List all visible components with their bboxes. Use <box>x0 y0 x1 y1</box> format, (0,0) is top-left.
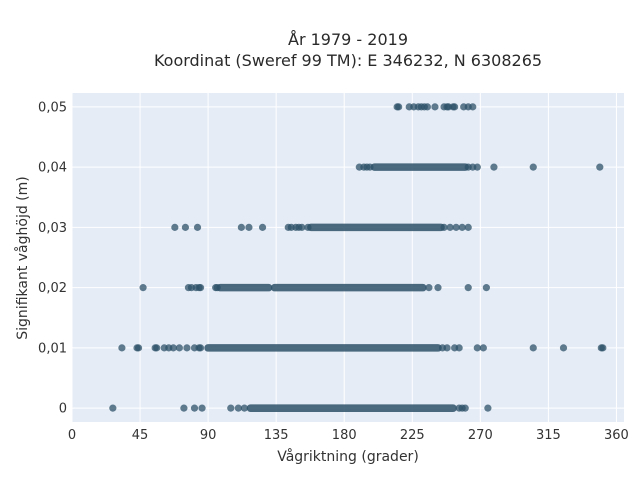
data-point <box>258 223 267 231</box>
data-point <box>240 404 249 412</box>
data-point <box>395 103 403 111</box>
data-point <box>529 344 537 352</box>
data-point <box>443 344 451 352</box>
y-tick-label: 0 <box>59 402 67 417</box>
x-tick-label: 180 <box>332 428 357 443</box>
data-point <box>469 103 477 111</box>
y-tick-label: 0,04 <box>38 161 67 176</box>
data-point <box>169 344 177 352</box>
data-point <box>451 103 459 111</box>
data-point <box>464 223 472 231</box>
y-tick-labels: 0 0,01 0,02 0,03 0,04 0,05 <box>38 100 67 416</box>
data-point <box>473 344 481 352</box>
data-point <box>196 344 205 352</box>
data-point <box>484 404 492 412</box>
data-point <box>139 284 147 292</box>
plot-area <box>72 93 624 422</box>
data-point <box>298 223 306 231</box>
data-point <box>455 344 463 352</box>
y-tick-label: 0,01 <box>38 341 67 356</box>
data-point <box>464 284 472 292</box>
data-point <box>196 284 205 292</box>
data-point <box>425 284 433 292</box>
data-point <box>431 103 439 111</box>
chart-title: År 1979 - 2019 <box>288 30 408 49</box>
x-tick-label: 90 <box>200 428 217 443</box>
data-point <box>446 223 454 231</box>
data-point <box>237 223 245 231</box>
data-point <box>153 344 161 352</box>
data-point <box>245 223 253 231</box>
data-point <box>529 163 537 171</box>
x-tick-label: 0 <box>68 428 76 443</box>
data-point <box>461 404 469 412</box>
data-point <box>366 163 374 171</box>
data-point <box>559 344 568 352</box>
data-point <box>180 404 188 412</box>
data-point <box>171 223 179 231</box>
y-tick-label: 0,03 <box>38 221 67 236</box>
data-point <box>423 103 431 111</box>
data-point <box>473 163 481 171</box>
x-tick-label: 135 <box>264 428 289 443</box>
data-point <box>234 404 242 412</box>
data-point <box>434 284 442 292</box>
x-tick-labels: 0 45 90 135 180 225 270 315 360 <box>68 428 629 443</box>
chart-subtitle: Koordinat (Sweref 99 TM): E 346232, N 63… <box>154 51 542 70</box>
data-point <box>118 344 126 352</box>
y-tick-label: 0,02 <box>38 281 67 296</box>
data-point <box>596 163 604 171</box>
data-point <box>479 344 487 352</box>
x-tick-label: 360 <box>604 428 629 443</box>
data-point <box>175 344 183 352</box>
x-axis-label: Vågriktning (grader) <box>277 448 419 465</box>
data-point <box>599 344 607 352</box>
data-point <box>452 223 460 231</box>
y-axis-label: Signifikant våghöjd (m) <box>14 176 31 339</box>
data-point <box>482 284 490 292</box>
x-tick-label: 270 <box>468 428 493 443</box>
data-point <box>198 404 206 412</box>
data-point <box>193 223 202 231</box>
data-point <box>109 404 117 412</box>
x-tick-label: 225 <box>400 428 425 443</box>
data-point <box>213 284 221 292</box>
data-point <box>183 344 191 352</box>
data-point <box>458 223 466 231</box>
y-tick-label: 0,05 <box>38 100 67 115</box>
data-point <box>190 404 199 412</box>
data-point <box>490 163 498 171</box>
data-point <box>304 223 312 231</box>
x-tick-label: 45 <box>132 428 149 443</box>
data-point <box>134 344 143 352</box>
data-points <box>109 103 607 412</box>
data-point <box>440 223 448 231</box>
data-point <box>227 404 235 412</box>
x-tick-label: 315 <box>536 428 561 443</box>
data-point <box>181 223 190 231</box>
